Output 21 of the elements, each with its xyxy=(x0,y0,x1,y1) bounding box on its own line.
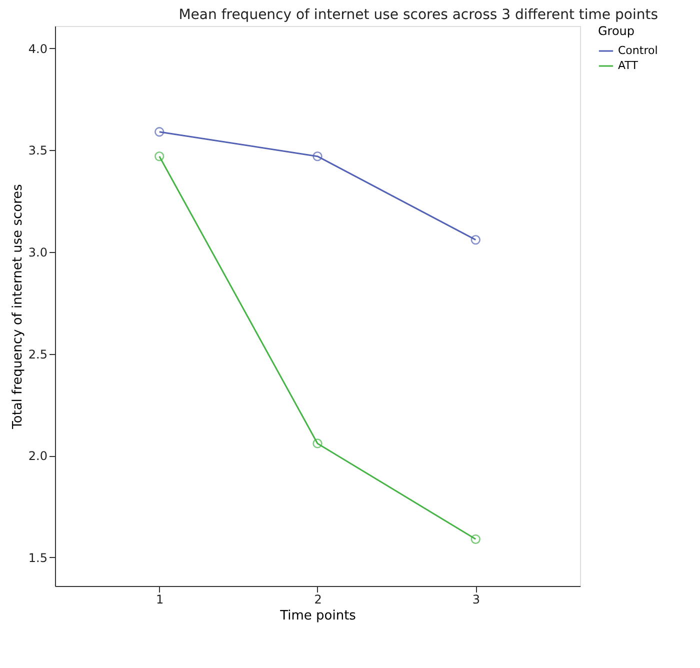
point xyxy=(312,438,322,448)
x-tick-label: 1 xyxy=(156,592,164,606)
y-tick-label: 2.0 xyxy=(28,449,48,464)
x-axis-title: Time points xyxy=(279,608,356,624)
chart-title: Mean frequency of internet use scores across 3 different time points xyxy=(178,7,658,23)
y-tick-label: 3.0 xyxy=(28,246,48,260)
point xyxy=(312,152,322,162)
y-tick-label: 2.5 xyxy=(28,347,48,362)
legend-label: ATT xyxy=(618,59,638,72)
y-tick-label: 3.5 xyxy=(28,144,48,158)
x-tick-label: 3 xyxy=(472,592,480,606)
point xyxy=(154,127,164,137)
x-tick-label: 2 xyxy=(314,592,322,606)
y-tick-label: 1.5 xyxy=(28,550,48,565)
y-tick-label: 4.0 xyxy=(28,42,48,56)
legend-title: Group xyxy=(598,24,635,38)
point xyxy=(470,234,480,245)
y-axis-title: Total frequency of internet use scores xyxy=(10,184,26,430)
legend-label: Control xyxy=(618,44,658,57)
point xyxy=(154,152,164,162)
point xyxy=(470,534,480,544)
